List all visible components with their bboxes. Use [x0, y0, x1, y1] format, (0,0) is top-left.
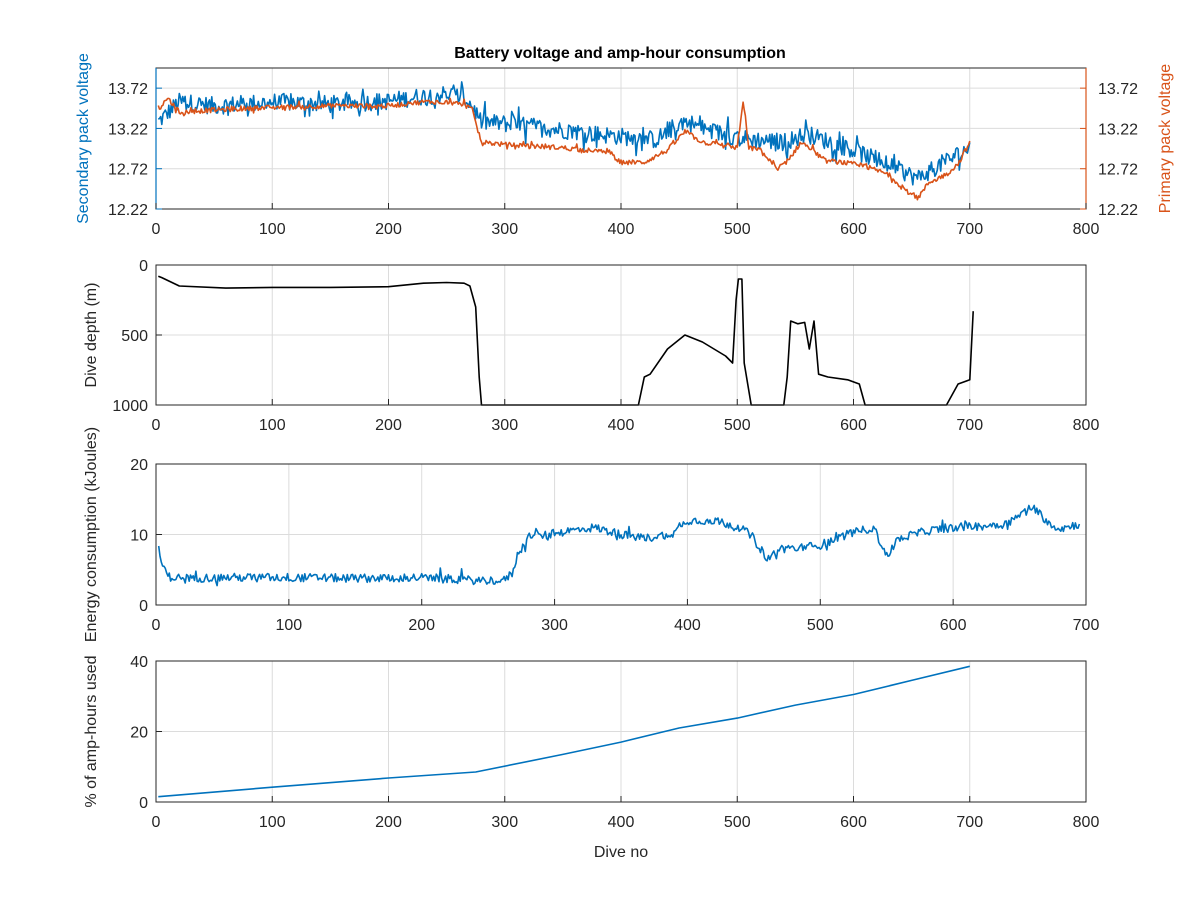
- x-tick-label: 500: [724, 221, 751, 238]
- plots: 0 100 200 300 400 500 600 700 80012.2212.7213.22…: [75, 53, 1174, 861]
- x-tick-label: 800: [1073, 221, 1100, 238]
- y-tick-label: 40: [130, 654, 148, 671]
- x-tick-label: 300: [491, 417, 518, 434]
- x-tick-label: 400: [608, 814, 635, 831]
- y-axis-label-right: Primary pack voltage: [1157, 64, 1174, 213]
- x-tick-label: 600: [840, 814, 867, 831]
- y-axis-label: Energy consumption (kJoules): [83, 427, 100, 642]
- x-tick-label: 800: [1073, 417, 1100, 434]
- x-tick-label: 0: [152, 417, 161, 434]
- chart-panel-4: 0 100 200 300 400 500 600 700 800 0 20 40 % of amp-h…: [83, 654, 1099, 861]
- y-tick-label: 20: [130, 457, 148, 474]
- y-tick-label: 12.22: [108, 202, 148, 219]
- y-tick-label: 1000: [112, 398, 148, 415]
- x-tick-label: 100: [259, 814, 286, 831]
- x-tick-label: 200: [375, 417, 402, 434]
- x-tick-label: 700: [956, 417, 983, 434]
- y-axis-label: Dive depth (m): [83, 283, 100, 388]
- series-line-1: [158, 665, 970, 798]
- x-tick-label: 300: [491, 221, 518, 238]
- series-line-1: [157, 81, 971, 186]
- y-tick-label: 12.72: [108, 162, 148, 179]
- x-tick-label: 500: [807, 617, 834, 634]
- y-axis-label: % of amp-hours used: [83, 655, 100, 807]
- x-tick-label: 500: [724, 417, 751, 434]
- x-tick-label: 300: [541, 617, 568, 634]
- x-tick-label: 100: [259, 221, 286, 238]
- x-tick-label: 200: [408, 617, 435, 634]
- y-tick-label: 0: [139, 598, 148, 615]
- y-tick-label-right: 12.72: [1098, 162, 1138, 179]
- x-tick-label: 700: [956, 814, 983, 831]
- x-axis-label: Dive no: [594, 844, 648, 861]
- y-tick-label: 500: [121, 328, 148, 345]
- x-tick-label: 400: [608, 221, 635, 238]
- x-tick-label: 100: [276, 617, 303, 634]
- x-tick-label: 400: [608, 417, 635, 434]
- chart-panel-2: 0 100 200 300 400 500 600 700 800 0 500 1000 Dive de…: [83, 258, 1099, 434]
- x-tick-label: 600: [840, 221, 867, 238]
- chart-panel-3: 0 100 200 300 400 500 600 700 0 10 20 Energy consum…: [83, 427, 1099, 642]
- x-tick-label: 200: [375, 814, 402, 831]
- x-tick-label: 0: [152, 221, 161, 238]
- x-tick-label: 300: [491, 814, 518, 831]
- grid: [155, 660, 1087, 803]
- chart-title: Battery voltage and amp-hour consumption: [454, 45, 786, 62]
- x-tick-label: 700: [1073, 617, 1100, 634]
- y-tick-label-right: 13.72: [1098, 81, 1138, 98]
- y-tick-label-right: 12.22: [1098, 202, 1138, 219]
- y-tick-label: 0: [139, 795, 148, 812]
- y-axis-label: Secondary pack voltage: [75, 53, 92, 224]
- x-tick-label: 400: [674, 617, 701, 634]
- x-tick-label: 800: [1073, 814, 1100, 831]
- y-tick-label: 13.72: [108, 81, 148, 98]
- x-tick-label: 200: [375, 221, 402, 238]
- y-tick-label-right: 13.22: [1098, 121, 1138, 138]
- y-tick-label: 13.22: [108, 121, 148, 138]
- x-tick-label: 0: [152, 617, 161, 634]
- series-line-1: [158, 275, 974, 406]
- series-line-2: [157, 97, 971, 201]
- y-tick-label: 10: [130, 528, 148, 545]
- grid: [155, 264, 1087, 406]
- x-tick-label: 700: [956, 221, 983, 238]
- x-tick-label: 100: [259, 417, 286, 434]
- y-tick-label: 0: [139, 258, 148, 275]
- x-tick-label: 600: [940, 617, 967, 634]
- x-tick-label: 0: [152, 814, 161, 831]
- y-tick-label: 20: [130, 725, 148, 742]
- x-tick-label: 600: [840, 417, 867, 434]
- chart-panel-1: 0 100 200 300 400 500 600 700 800 12.22 12.72 13.22…: [75, 53, 1174, 238]
- x-tick-label: 500: [724, 814, 751, 831]
- series-line-1: [157, 504, 1081, 587]
